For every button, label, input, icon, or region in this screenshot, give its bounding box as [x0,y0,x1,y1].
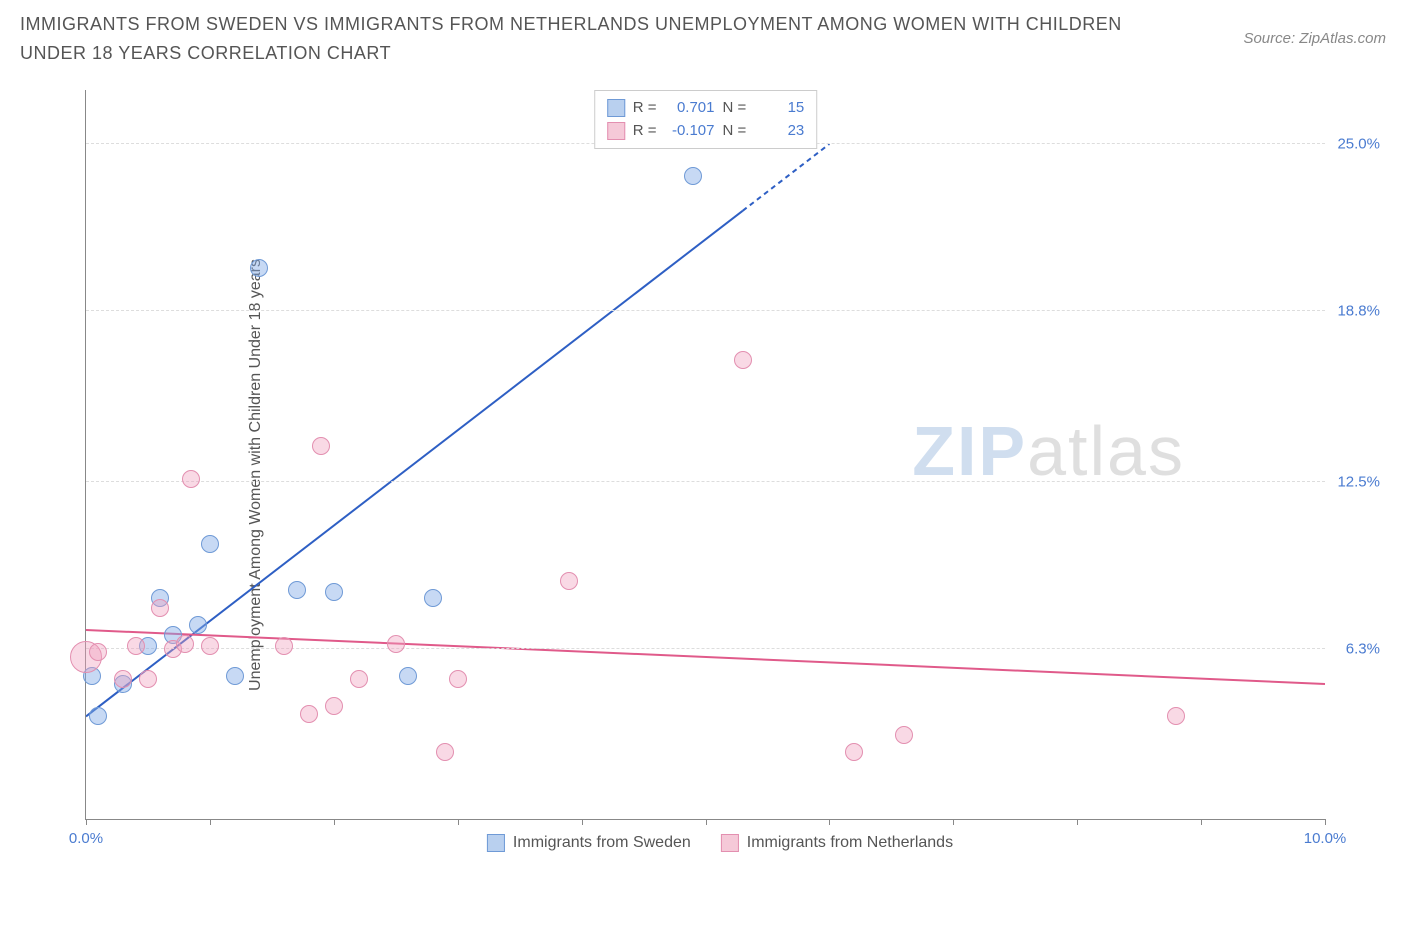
x-tick [953,819,954,825]
data-point [151,599,169,617]
legend-item-netherlands: Immigrants from Netherlands [721,834,953,852]
data-point [325,583,343,601]
data-point [189,616,207,634]
x-tick [1077,819,1078,825]
swatch-netherlands [607,122,625,140]
gridline [86,310,1325,311]
x-tick [458,819,459,825]
data-point [250,259,268,277]
y-tick-label: 25.0% [1337,136,1380,153]
x-tick-label: 10.0% [1304,830,1347,847]
data-point [325,697,343,715]
data-point [288,581,306,599]
data-point [114,670,132,688]
data-point [424,589,442,607]
trend-line [86,630,1325,684]
data-point [684,167,702,185]
chart-title: IMMIGRANTS FROM SWEDEN VS IMMIGRANTS FRO… [20,10,1150,68]
watermark-part2: atlas [1027,412,1185,490]
legend-label-sweden: Immigrants from Sweden [513,834,691,852]
y-tick-label: 18.8% [1337,303,1380,320]
data-point [845,743,863,761]
data-point [350,670,368,688]
series-legend: Immigrants from Sweden Immigrants from N… [487,834,953,852]
gridline [86,481,1325,482]
source-attribution: Source: ZipAtlas.com [1243,30,1386,47]
x-tick [1201,819,1202,825]
x-tick [706,819,707,825]
data-point [89,707,107,725]
data-point [139,670,157,688]
trend-line [743,144,830,211]
data-point [176,635,194,653]
legend-row-netherlands: R = -0.107 N = 23 [607,120,805,143]
n-value-sweden: 15 [754,97,804,120]
legend-label-netherlands: Immigrants from Netherlands [747,834,953,852]
data-point [201,535,219,553]
x-tick-label: 0.0% [69,830,103,847]
data-point [89,643,107,661]
r-label: R = [633,97,657,120]
r-value-sweden: 0.701 [665,97,715,120]
r-label: R = [633,120,657,143]
x-tick [86,819,87,825]
legend-row-sweden: R = 0.701 N = 15 [607,97,805,120]
data-point [127,637,145,655]
watermark-part1: ZIP [912,412,1027,490]
trend-lines [86,90,1325,819]
x-tick [1325,819,1326,825]
data-point [734,351,752,369]
scatter-chart: Unemployment Among Women with Children U… [55,90,1385,860]
watermark: ZIPatlas [912,411,1185,491]
x-tick [582,819,583,825]
data-point [182,470,200,488]
x-tick [334,819,335,825]
x-tick [829,819,830,825]
n-value-netherlands: 23 [754,120,804,143]
data-point [312,437,330,455]
x-tick [210,819,211,825]
data-point [399,667,417,685]
data-point [275,637,293,655]
r-value-netherlands: -0.107 [665,120,715,143]
n-label: N = [723,97,747,120]
n-label: N = [723,120,747,143]
data-point [449,670,467,688]
data-point [895,726,913,744]
data-point [226,667,244,685]
data-point [1167,707,1185,725]
data-point [387,635,405,653]
data-point [201,637,219,655]
swatch-netherlands [721,834,739,852]
swatch-sweden [607,99,625,117]
swatch-sweden [487,834,505,852]
legend-item-sweden: Immigrants from Sweden [487,834,691,852]
y-tick-label: 12.5% [1337,473,1380,490]
chart-header: IMMIGRANTS FROM SWEDEN VS IMMIGRANTS FRO… [0,0,1406,68]
gridline [86,648,1325,649]
data-point [300,705,318,723]
data-point [436,743,454,761]
y-tick-label: 6.3% [1346,640,1380,657]
correlation-legend: R = 0.701 N = 15 R = -0.107 N = 23 [594,90,818,149]
plot-region: ZIPatlas R = 0.701 N = 15 R = -0.107 N =… [85,90,1325,820]
data-point [560,572,578,590]
